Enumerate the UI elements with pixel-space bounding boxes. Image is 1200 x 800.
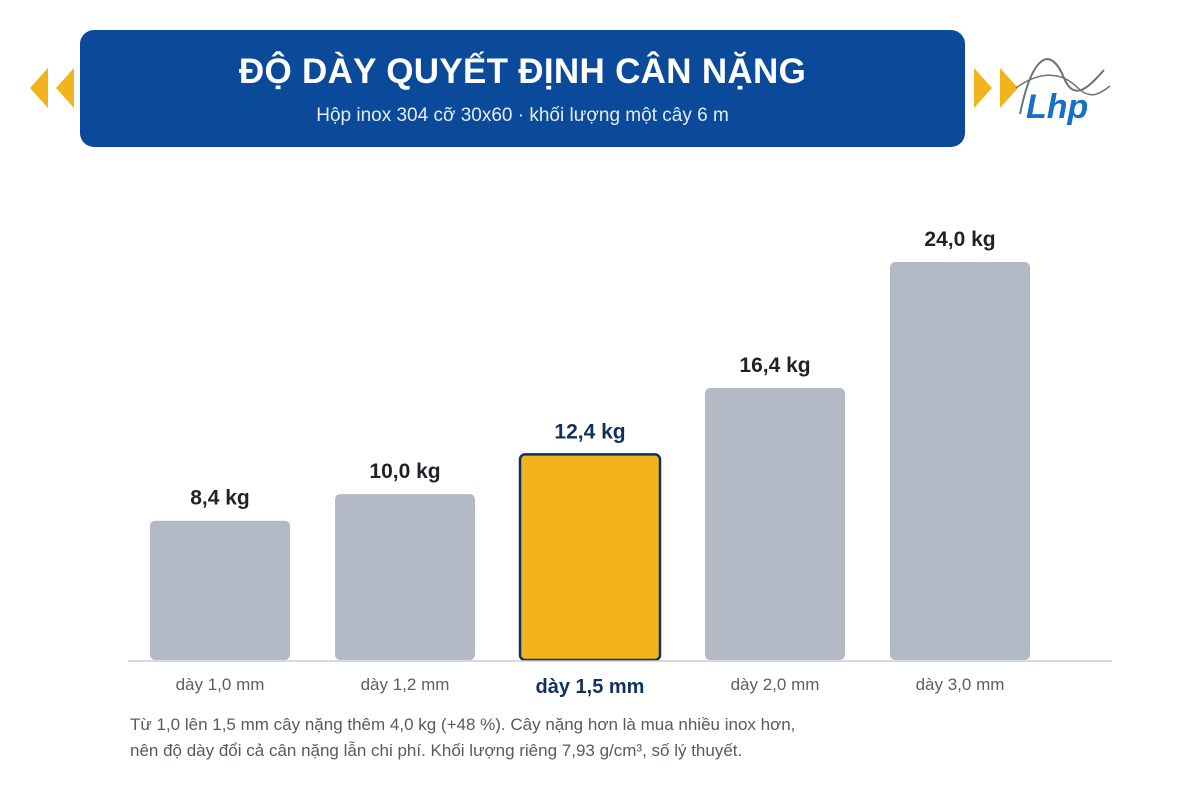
logo-text: Lhp (1026, 88, 1088, 126)
bar-2 (518, 453, 662, 662)
data-label-4: 24,0 kg (924, 228, 995, 251)
data-label-1: 10,0 kg (369, 460, 440, 483)
bar-4 (890, 262, 1030, 660)
category-label-2: dày 1,5 mm (536, 676, 645, 698)
footnote: Từ 1,0 lên 1,5 mm cây nặng thêm 4,0 kg (… (130, 712, 1030, 764)
category-label-0: dày 1,0 mm (176, 675, 265, 694)
bar-3 (705, 388, 845, 660)
category-label-3: dày 2,0 mm (731, 675, 820, 694)
title-banner: ĐỘ DÀY QUYẾT ĐỊNH CÂN NẶNG Hộp inox 304 … (80, 30, 965, 147)
data-label-3: 16,4 kg (739, 354, 810, 377)
chart-subtitle: Hộp inox 304 cỡ 30x60 · khối lượng một c… (316, 105, 729, 126)
category-label-1: dày 1,2 mm (361, 675, 450, 694)
category-label-4: dày 3,0 mm (916, 675, 1005, 694)
bar-0 (150, 520, 290, 660)
bar-1 (335, 494, 475, 660)
chart-title: ĐỘ DÀY QUYẾT ĐỊNH CÂN NẶNG (238, 52, 807, 91)
data-label-0: 8,4 kg (190, 487, 250, 510)
data-label-2: 12,4 kg (554, 420, 625, 443)
double-chevron-left-icon (30, 68, 74, 108)
footnote-line-2: nên độ dày đổi cả cân nặng lẫn chi phí. … (130, 741, 743, 760)
lhp-logo-icon: Lhp (1015, 58, 1111, 126)
footnote-line-1: Từ 1,0 lên 1,5 mm cây nặng thêm 4,0 kg (… (130, 715, 796, 734)
double-chevron-right-icon (974, 68, 1018, 108)
